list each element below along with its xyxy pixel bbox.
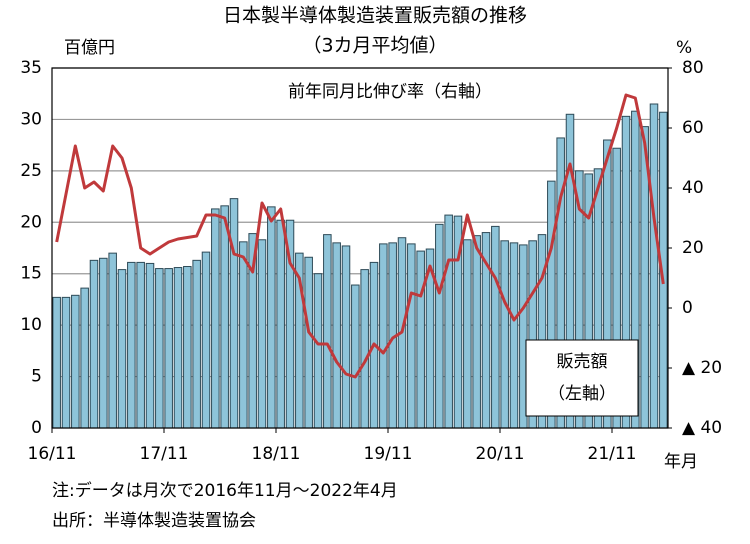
bar	[192, 259, 201, 429]
y-tick-label: 15	[20, 264, 42, 284]
y2-tick-label: ▲ 40	[682, 418, 722, 438]
annotation: 販売額	[557, 352, 608, 372]
bar	[136, 261, 145, 429]
bar	[313, 273, 323, 429]
y2-tick-label: 20	[682, 238, 704, 258]
bar	[201, 251, 211, 429]
bar	[220, 205, 229, 429]
y-tick-label: 35	[20, 58, 42, 78]
bar	[257, 239, 267, 429]
bar	[183, 266, 192, 429]
bar	[80, 287, 89, 429]
bar	[89, 259, 99, 429]
bar	[649, 103, 659, 429]
y2-unit: %	[676, 38, 692, 58]
y-tick-label: 30	[20, 109, 42, 129]
bar	[435, 223, 444, 429]
annotation: （左軸）	[548, 384, 616, 404]
bar	[463, 239, 472, 429]
bar	[173, 267, 183, 429]
y-tick-label: 25	[20, 161, 42, 181]
bar	[71, 294, 80, 429]
bar	[61, 296, 71, 429]
note: 注:データは月次で2016年11月～2022年4月	[52, 480, 398, 501]
x-tick-label: 17/11	[140, 444, 189, 464]
y-tick-label: 10	[20, 315, 42, 335]
y2-tick-label: 40	[682, 178, 704, 198]
bar	[341, 245, 351, 429]
bar	[164, 268, 173, 429]
bar	[127, 261, 136, 429]
chart-subtitle: （3カ月平均値）	[302, 35, 447, 57]
bar	[239, 241, 248, 429]
y2-tick-label: 80	[682, 58, 704, 78]
bar	[509, 242, 519, 429]
x-tick-label: 19/11	[364, 444, 413, 464]
bar	[416, 250, 425, 429]
bar	[491, 225, 500, 429]
bar	[52, 296, 61, 429]
bar	[323, 234, 332, 429]
y2-tick-label: ▲ 20	[682, 358, 722, 378]
bar	[99, 257, 108, 429]
bar	[444, 214, 453, 429]
x-tick-label: 16/11	[28, 444, 77, 464]
line	[55, 93, 665, 379]
x-tick-label: 20/11	[476, 444, 525, 464]
bar	[332, 242, 341, 429]
note: 出所：半導体製造装置協会	[52, 511, 256, 531]
y2-tick-label: 0	[682, 298, 693, 318]
y-tick-label: 0	[31, 418, 42, 438]
bar	[155, 268, 164, 429]
annotation: 前年同月比伸び率（右軸）	[288, 82, 492, 102]
bar	[379, 243, 388, 429]
bar	[108, 252, 117, 429]
bar	[351, 284, 360, 429]
bar	[267, 206, 276, 429]
y-unit: 百億円	[64, 38, 115, 58]
chart-title: 日本製半導体製造装置販売額の推移	[223, 5, 527, 27]
x-unit: 年月	[664, 452, 698, 472]
plot-frame	[51, 67, 669, 429]
bar	[229, 198, 239, 429]
legend-box	[525, 339, 639, 417]
bar	[117, 269, 127, 429]
y2-tick-label: 60	[682, 118, 704, 138]
bar	[407, 243, 416, 429]
bar	[472, 235, 481, 429]
x-tick-label: 21/11	[588, 444, 637, 464]
bar	[145, 262, 155, 429]
x-tick-label: 18/11	[252, 444, 301, 464]
bar	[276, 219, 285, 429]
bar	[304, 256, 313, 429]
bar	[360, 269, 369, 429]
y-tick-label: 5	[31, 367, 42, 387]
bar	[500, 240, 509, 429]
bar	[211, 208, 220, 429]
y-tick-label: 20	[20, 212, 42, 232]
